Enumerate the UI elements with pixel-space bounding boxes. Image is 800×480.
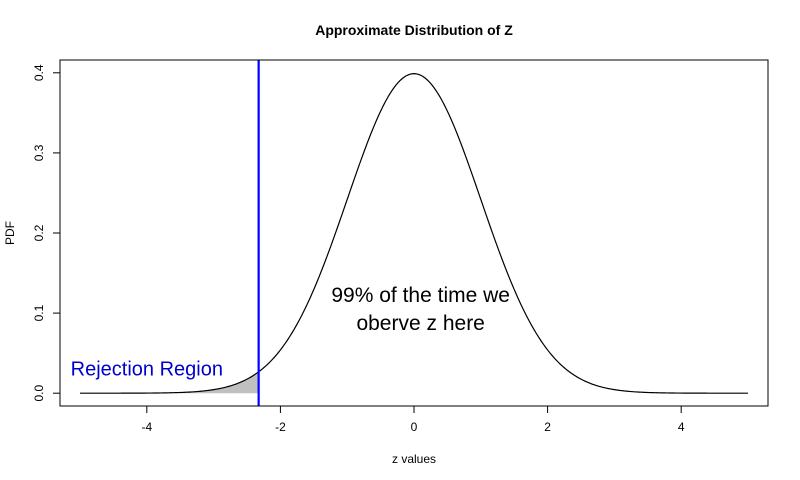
y-tick-label: 0.0 — [32, 385, 46, 402]
x-tick-label: -4 — [141, 420, 152, 434]
x-tick-label: 2 — [544, 420, 551, 434]
acceptance-annotation-line: 99% of the time we — [331, 284, 510, 307]
y-tick-label: 0.3 — [32, 144, 46, 161]
acceptance-annotation-line: oberve z here — [356, 312, 484, 335]
rejection-region-shading — [180, 371, 259, 394]
x-tick-label: 0 — [411, 420, 418, 434]
density-curve — [80, 73, 748, 394]
y-axis-label: PDF — [3, 221, 17, 245]
x-axis-label: z values — [392, 452, 436, 466]
plot-area: -4 -2 0 2 4 0.0 0.1 0.2 0.3 0.4 99% of the time we… — [32, 59, 769, 434]
rejection-region-label: Rejection Region — [71, 359, 223, 381]
x-tick-label: -2 — [275, 420, 286, 434]
chart-title: Approximate Distribution of Z — [315, 22, 513, 38]
y-tick-label: 0.1 — [32, 304, 46, 321]
x-tick-label: 4 — [678, 420, 685, 434]
y-tick-label: 0.4 — [32, 64, 46, 81]
y-tick-label: 0.2 — [32, 224, 46, 241]
plot-frame — [59, 59, 769, 407]
